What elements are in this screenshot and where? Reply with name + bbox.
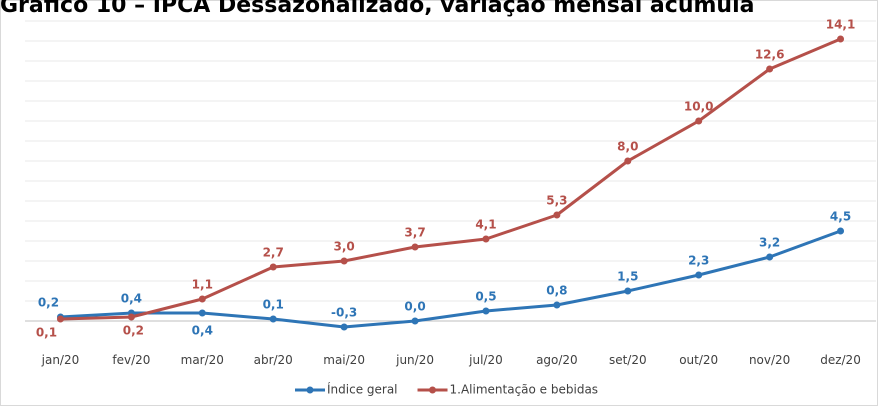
- data-label: 2,7: [263, 246, 284, 260]
- x-tick-label: ago/20: [536, 353, 578, 367]
- point: [837, 35, 845, 43]
- data-label: 0,8: [546, 284, 567, 298]
- data-label: 0,5: [475, 290, 496, 304]
- data-label: 8,0: [617, 140, 638, 154]
- point: [624, 287, 632, 295]
- x-tick-label: out/20: [679, 353, 718, 367]
- x-tick-label: jun/20: [395, 353, 434, 367]
- legend-marker: [429, 386, 437, 394]
- data-label: 3,2: [759, 236, 780, 250]
- x-tick-label: fev/20: [112, 353, 150, 367]
- x-tick-label: jul/20: [468, 353, 503, 367]
- data-label: 0,1: [36, 326, 57, 340]
- data-label: 3,7: [404, 226, 425, 240]
- data-label: 4,1: [475, 218, 496, 232]
- point: [482, 307, 490, 315]
- series-line: [60, 37, 842, 321]
- data-label: 10,0: [684, 100, 714, 114]
- point: [553, 301, 561, 309]
- point: [837, 227, 845, 235]
- point: [198, 309, 206, 317]
- point: [624, 157, 632, 165]
- series-line: [60, 229, 842, 329]
- data-label: 2,3: [688, 254, 709, 268]
- legend-marker: [306, 386, 314, 394]
- x-tick-label: jan/20: [41, 353, 80, 367]
- data-label: 0,1: [263, 298, 284, 312]
- point: [127, 313, 135, 321]
- point: [340, 323, 348, 331]
- data-label: 12,6: [755, 48, 785, 62]
- point: [553, 211, 561, 219]
- data-label: 0,2: [123, 324, 144, 338]
- data-label: 1,1: [192, 278, 213, 292]
- data-label: 0,2: [38, 296, 59, 310]
- point: [482, 235, 490, 243]
- point: [695, 271, 703, 279]
- point: [695, 117, 703, 125]
- x-tick-label: abr/20: [254, 353, 293, 367]
- legend-label: Índice geral: [327, 382, 398, 397]
- legend-label: 1.Alimentação e bebidas: [450, 383, 599, 397]
- data-label: -0,3: [331, 306, 357, 320]
- x-tick-label: dez/20: [820, 353, 861, 367]
- point: [56, 315, 64, 323]
- x-tick-label: mai/20: [323, 353, 365, 367]
- data-label: 0,4: [121, 292, 142, 306]
- chart-title: Gráfico 10 – IPCA Dessazonalizado, varia…: [0, 0, 754, 18]
- data-label: 0,4: [192, 324, 213, 338]
- data-label: 1,5: [617, 270, 638, 284]
- point: [766, 65, 774, 73]
- point: [340, 257, 348, 265]
- data-label: 3,0: [333, 240, 354, 254]
- point: [269, 315, 277, 323]
- data-label: 14,1: [826, 18, 856, 32]
- point: [411, 317, 419, 325]
- x-tick-label: nov/20: [749, 353, 790, 367]
- x-tick-label: set/20: [609, 353, 647, 367]
- point: [766, 253, 774, 261]
- data-label: 5,3: [546, 194, 567, 208]
- data-label: 4,5: [830, 210, 851, 224]
- x-tick-label: mar/20: [181, 353, 224, 367]
- point: [269, 263, 277, 271]
- data-label: 0,0: [404, 300, 425, 314]
- point: [198, 295, 206, 303]
- point: [411, 243, 419, 251]
